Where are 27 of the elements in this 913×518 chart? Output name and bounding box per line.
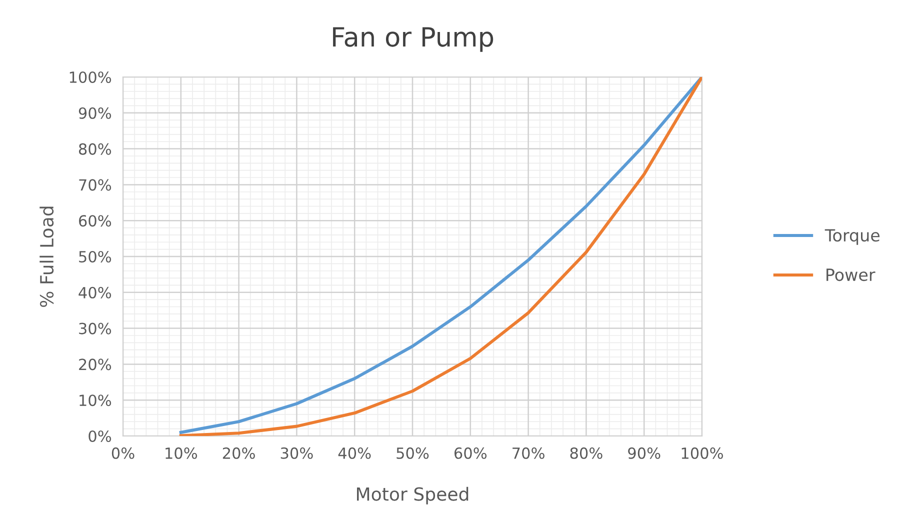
y-tick-label: 20% [79,358,112,370]
x-tick-label: 30% [280,447,313,459]
y-tick-label: 70% [79,179,112,191]
y-tick-label: 10% [80,394,112,406]
x-tick-label: 10% [166,447,198,459]
chart-title: Fan or Pump [333,27,494,52]
y-tick-label: 30% [79,322,112,334]
x-tick-label: 80% [570,447,602,459]
y-tick-label: 50% [79,250,112,263]
x-tick-label: 0% [112,447,134,459]
x-tick-label: 20% [222,447,255,459]
y-tick-label: 90% [78,107,112,119]
x-tick-label: 60% [454,447,487,459]
x-tick-label: 90% [628,447,660,459]
x-tick-label: 70% [512,447,544,459]
y-axis-title: % Full Load [40,206,54,307]
x-axis-title: Motor Speed [357,486,468,504]
y-tick-label: 0% [88,430,112,442]
y-tick-label: 60% [79,215,112,227]
y-tick-label: 40% [78,286,112,298]
legend-label: Power [826,268,876,282]
x-tick-label: 40% [338,447,371,459]
x-tick-label: 50% [396,447,429,459]
y-tick-label: 80% [78,143,112,155]
x-tick-label: 100% [682,447,723,459]
y-tick-label: 100% [70,71,112,84]
legend-label: Torque [824,229,880,245]
